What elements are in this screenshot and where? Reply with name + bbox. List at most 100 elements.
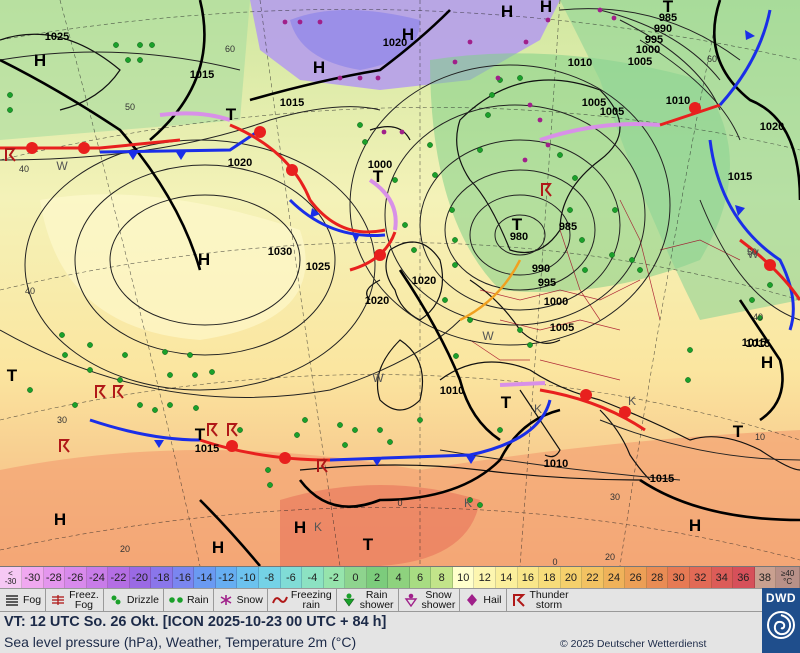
thunderstorm-icon (511, 593, 527, 607)
rain-dot (362, 139, 368, 145)
rain-dot (192, 372, 198, 378)
rain-dot (122, 352, 128, 358)
isobar-label: 1010 (544, 458, 568, 470)
rain-dot (117, 377, 123, 383)
thunderstorm-symbol (207, 423, 218, 437)
warm-region-atlantic-high (40, 194, 306, 340)
high-pressure-center: H (313, 58, 325, 77)
weather-letter: K (534, 402, 542, 416)
weather-letter: K (628, 394, 636, 408)
snow-dot (282, 19, 288, 25)
scale-cell: 32 (689, 567, 712, 588)
dwd-logo[interactable]: DWD (762, 588, 800, 653)
rain-dot (489, 92, 495, 98)
high-pressure-center: H (34, 51, 46, 70)
info-panel: VT: 12 UTC So. 26 Okt. [ICON 2025-10-23 … (0, 612, 762, 653)
rain-dot (377, 427, 383, 433)
rain-dot (337, 422, 343, 428)
scale-cell: -14 (194, 567, 216, 588)
rain-symbols (7, 42, 773, 508)
legend-label: Rain shower (359, 589, 394, 611)
rain-dot (302, 417, 308, 423)
snow-dot (375, 75, 381, 81)
scale-cell: 38 (754, 567, 777, 588)
snow-symbols (282, 7, 617, 163)
valid-time: VT: 12 UTC So. 26 Okt. [ICON 2025-10-23 … (4, 614, 387, 630)
legend-label: Drizzle (126, 594, 159, 606)
high-pressure-center: H (540, 0, 552, 16)
low-pressure-center: T (733, 422, 744, 441)
legend-item-freezing-rain: Freezing rain (268, 589, 337, 611)
isobar-label: 1020 (412, 275, 436, 287)
isobar-label: 1015 (190, 69, 214, 81)
scale-cell: -2 (323, 567, 346, 588)
legend-label: Snow (236, 594, 263, 606)
low-pressure-center: T (363, 535, 374, 554)
snow-dot (545, 142, 551, 148)
legend-item-rain-shower: Rain shower (337, 589, 399, 611)
temperature-scale: < -30 -30 -28 -26 -24 -22 -20 -18 -16 -14 -12 -10-… (0, 566, 800, 588)
scale-cell: -20 (129, 567, 152, 588)
scale-cell: 6 (409, 567, 432, 588)
legend-label: Thunder storm (529, 589, 569, 611)
rain-dot (187, 352, 193, 358)
snow-dot (399, 129, 405, 135)
occluded-front-iceland (159, 111, 398, 231)
isobar-label: 1000 (368, 159, 392, 171)
scale-cell: -28 (43, 567, 66, 588)
snow-dot (317, 19, 323, 25)
rain-dot (162, 349, 168, 355)
isobar-label: 1010 (666, 95, 690, 107)
scale-cell: -4 (302, 567, 324, 588)
thick-isobars (0, 0, 800, 566)
rain-dot (152, 407, 158, 413)
cold-front-north-atlantic (99, 128, 261, 154)
snow-dot (611, 15, 617, 21)
rain-dot (449, 207, 455, 213)
isobar-label: 990 (532, 263, 550, 275)
latitude-label: 40 (753, 312, 763, 322)
rain-dot (113, 42, 119, 48)
rain-dot (467, 497, 473, 503)
rain-dot (452, 237, 458, 243)
snow-dot (523, 39, 529, 45)
rain-dot (527, 342, 533, 348)
scale-cell: 16 (517, 567, 540, 588)
rain-dot (167, 402, 173, 408)
isobar-label: 980 (510, 231, 528, 243)
snow-icon (218, 593, 234, 607)
snow-dot (452, 59, 458, 65)
rain-dot (453, 353, 459, 359)
isobar-label: 1020 (383, 37, 407, 49)
rain-dot (267, 482, 273, 488)
isobar-label: 1010 (440, 385, 464, 397)
weather-letter: W (56, 159, 68, 173)
rain-dot (757, 315, 763, 321)
latitude-label: 20 (120, 544, 130, 554)
legend-label: Freez. Fog (69, 589, 99, 611)
isobar-label: 1015 (742, 337, 766, 349)
latitude-label: 20 (605, 552, 615, 562)
scale-cell: -6 (280, 567, 303, 588)
thunderstorm-symbol (59, 439, 70, 453)
rain-dot (72, 402, 78, 408)
isobar-label: 995 (645, 34, 663, 46)
isobar-label: 1005 (582, 97, 606, 109)
scale-high-end: ≥40 °C (776, 567, 800, 588)
legend-label: Freezing rain (290, 589, 332, 611)
scale-cell: 18 (539, 567, 561, 588)
high-pressure-center: H (761, 353, 773, 372)
latitude-label: 30 (610, 492, 620, 502)
legend-item-thunderstorm: Thunder storm (507, 589, 573, 611)
latitude-label: 0 (397, 498, 402, 508)
legend-item-hail: Hail (460, 589, 507, 611)
hot-region-sahara (280, 485, 480, 566)
latitude-label: 60 (225, 44, 235, 54)
latitude-label: 50 (747, 247, 757, 257)
legend-item-fog: Fog (0, 589, 47, 611)
latitude-label: 40 (19, 164, 29, 174)
cold-front-subtropical (89, 399, 552, 462)
snow-dot (545, 17, 551, 23)
thunderstorm-symbol (541, 183, 552, 197)
